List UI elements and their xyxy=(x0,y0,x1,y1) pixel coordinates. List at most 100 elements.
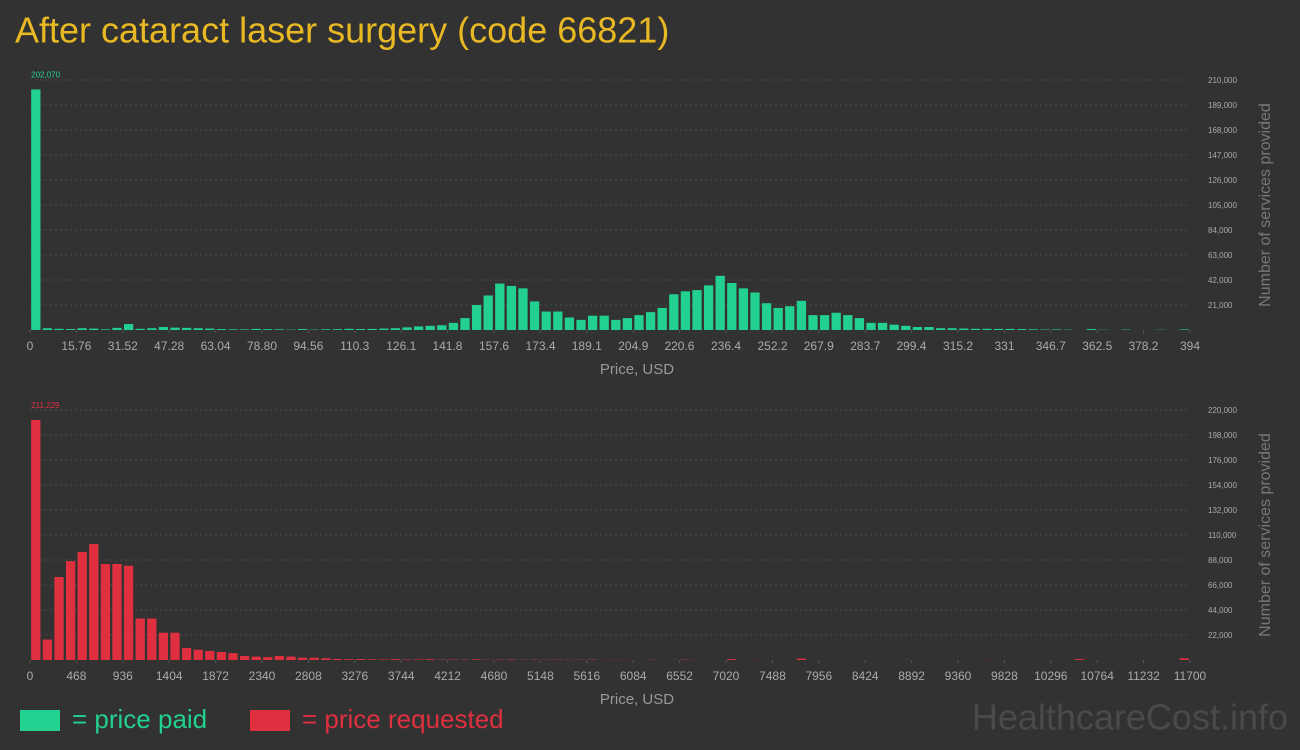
bar xyxy=(65,329,76,330)
x-tick-label: 236.4 xyxy=(711,339,741,353)
bar xyxy=(77,328,87,330)
bar xyxy=(657,307,667,330)
x-tick-label: 10296 xyxy=(1034,669,1068,683)
x-tick-label: 110.3 xyxy=(340,339,369,353)
bar xyxy=(263,657,273,660)
x-tick-label: 6084 xyxy=(620,669,647,683)
x-tick-label: 7956 xyxy=(805,669,832,683)
bar xyxy=(228,329,238,330)
bar xyxy=(831,312,841,330)
bar xyxy=(274,329,285,330)
x-tick-label: 11700 xyxy=(1174,669,1207,683)
bar xyxy=(158,632,169,660)
bar xyxy=(738,288,749,330)
y-tick-label: 132,000 xyxy=(1208,506,1237,515)
bar xyxy=(564,317,575,330)
y-tick-label: 42,000 xyxy=(1208,276,1233,285)
legend-label: = price paid xyxy=(72,704,207,734)
bar xyxy=(193,328,203,330)
bar xyxy=(993,328,1004,330)
bar xyxy=(448,322,459,330)
bar xyxy=(228,653,238,660)
bar xyxy=(924,327,934,330)
bar xyxy=(796,300,807,330)
y-tick-label: 84,000 xyxy=(1208,226,1233,235)
bar xyxy=(413,326,424,330)
bar xyxy=(31,89,41,330)
bar xyxy=(332,658,343,660)
x-tick-label: 7488 xyxy=(759,669,786,683)
bar xyxy=(982,328,992,330)
y-tick-label: 22,000 xyxy=(1208,631,1233,640)
x-tick-label: 299.4 xyxy=(896,339,926,353)
bar xyxy=(321,658,331,660)
x-tick-label: 173.4 xyxy=(526,339,556,353)
bar xyxy=(506,285,517,330)
bar xyxy=(379,328,389,330)
value-label: 202,070 xyxy=(31,70,60,79)
bar xyxy=(622,318,633,330)
bar xyxy=(181,327,192,330)
bar xyxy=(425,325,435,330)
bar xyxy=(483,295,493,330)
bar xyxy=(89,328,99,330)
value-label: 211,229 xyxy=(31,401,60,410)
x-tick-label: 8892 xyxy=(898,669,925,683)
x-tick-label: 4680 xyxy=(481,669,508,683)
watermark: HealthcareCost.info xyxy=(972,697,1288,738)
x-tick-label: 8424 xyxy=(852,669,879,683)
bar xyxy=(379,659,389,660)
x-tick-label: 220.6 xyxy=(664,339,694,353)
bar xyxy=(112,327,122,330)
x-tick-label: 78.80 xyxy=(247,339,277,353)
bar xyxy=(541,311,551,330)
y-tick-label: 147,000 xyxy=(1208,151,1237,160)
chart-title: After cataract laser surgery (code 66821… xyxy=(15,10,669,51)
y-tick-label: 198,000 xyxy=(1208,431,1237,440)
bar xyxy=(1179,329,1189,330)
x-tick-label: 47.28 xyxy=(154,339,184,353)
x-tick-label: 315.2 xyxy=(943,339,973,353)
bar xyxy=(877,322,888,330)
y-tick-label: 105,000 xyxy=(1208,201,1237,210)
bar xyxy=(309,657,319,660)
x-tick-label: 5616 xyxy=(573,669,600,683)
x-axis-title: Price, USD xyxy=(600,691,674,708)
x-tick-label: 252.2 xyxy=(758,339,788,353)
bar xyxy=(460,318,470,330)
x-tick-label: 2340 xyxy=(249,669,276,683)
bar xyxy=(518,288,528,330)
bar xyxy=(703,285,714,330)
bar xyxy=(355,659,366,660)
bar xyxy=(854,318,865,330)
legend-swatch xyxy=(20,710,60,731)
x-tick-label: 9360 xyxy=(945,669,972,683)
bar xyxy=(587,315,598,330)
y-tick-label: 21,000 xyxy=(1208,301,1233,310)
x-tick-label: 468 xyxy=(66,669,86,683)
x-tick-label: 6552 xyxy=(666,669,693,683)
bar xyxy=(669,294,679,330)
bar xyxy=(413,659,424,660)
x-tick-label: 126.1 xyxy=(386,339,416,353)
bar xyxy=(935,328,946,330)
x-tick-label: 0 xyxy=(27,339,34,353)
bar xyxy=(959,328,969,330)
x-tick-label: 7020 xyxy=(713,669,740,683)
x-tick-label: 2808 xyxy=(295,669,322,683)
bar xyxy=(158,327,169,330)
bar xyxy=(42,328,53,330)
x-tick-label: 4212 xyxy=(434,669,461,683)
legend-swatch xyxy=(250,710,290,731)
bar xyxy=(1051,329,1062,330)
x-tick-label: 362.5 xyxy=(1082,339,1112,353)
bar xyxy=(251,656,261,660)
y-tick-label: 44,000 xyxy=(1208,606,1233,615)
y-axis-title: Number of services provided xyxy=(1257,103,1274,307)
bar xyxy=(205,650,215,660)
x-tick-label: 10764 xyxy=(1081,669,1115,683)
bar xyxy=(239,656,250,660)
bar xyxy=(321,329,331,330)
bar xyxy=(181,648,192,660)
